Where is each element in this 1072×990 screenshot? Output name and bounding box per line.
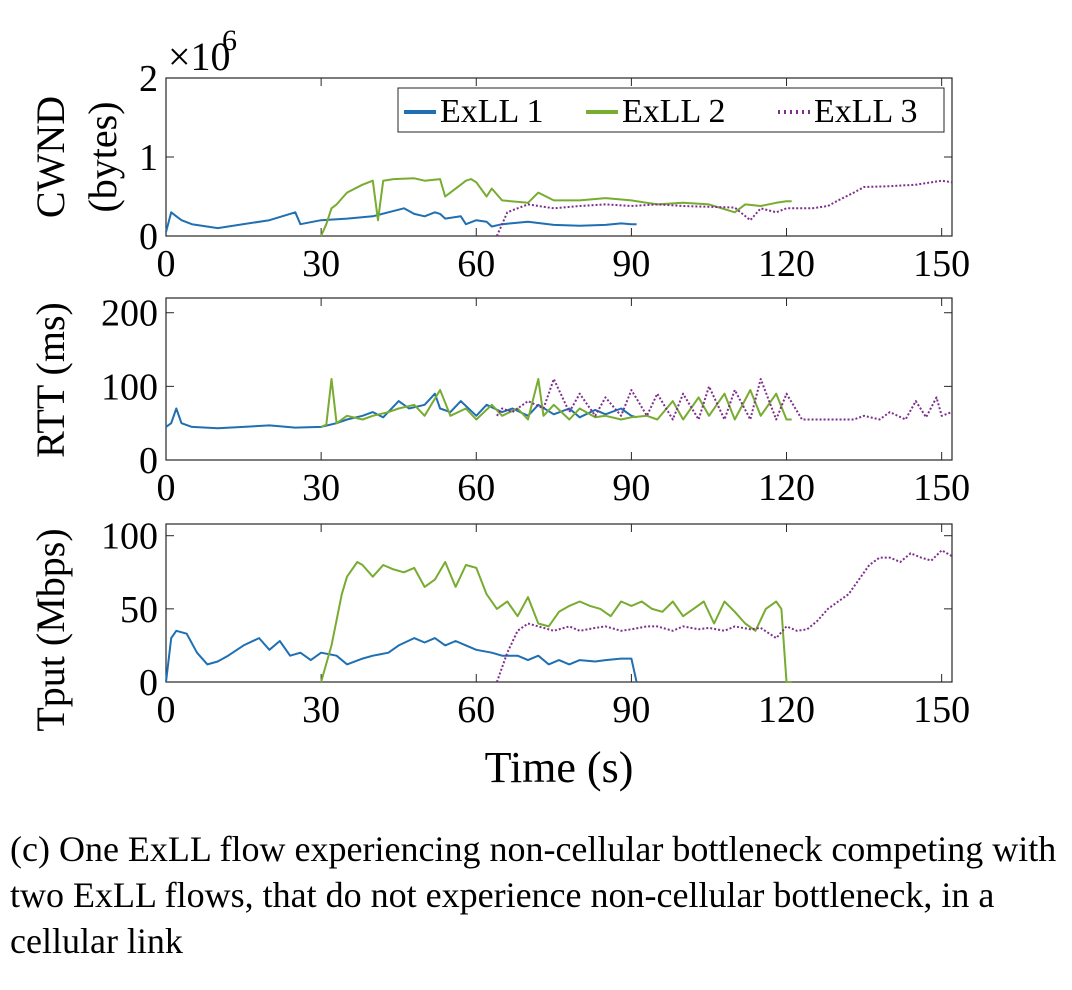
tput-plot-area [165, 523, 953, 683]
cwnd-y-ticks: 0 1 2 [139, 58, 158, 258]
cwnd-ylabel-line2: (bytes) [80, 101, 125, 212]
cwnd-x-ticks: 0 30 60 90 120 150 [157, 243, 971, 285]
tput-y-tick-label: 50 [120, 589, 158, 631]
figure-caption: (c) One ExLL flow experiencing non-cellu… [10, 829, 1057, 961]
tput-x-ticks: 0 30 60 90 120 150 [157, 689, 971, 731]
tput-x-tick-label: 0 [157, 689, 176, 731]
tput-ylabel: Tput (Mbps) [28, 528, 73, 731]
tput-y-ticks: 0 50 100 [101, 516, 158, 704]
tput-x-tick-label: 60 [457, 689, 495, 731]
rtt-y-ticks: 0 100 200 [101, 293, 158, 482]
rtt-x-tick-label: 150 [913, 467, 970, 509]
cwnd-y-tick-label: 2 [139, 58, 158, 100]
rtt-series-exll2 [320, 378, 792, 428]
rtt-series-exll1 [165, 392, 637, 430]
rtt-y-tick-label: 0 [139, 440, 158, 482]
tput-series-exll1 [165, 629, 638, 683]
cwnd-y-tick-label: 1 [139, 137, 158, 179]
tput-x-tick-label: 30 [302, 689, 340, 731]
cwnd-series-exll2 [320, 177, 792, 237]
cwnd-series-exll3 [495, 179, 953, 237]
cwnd-x-tick-label: 30 [302, 243, 340, 285]
tput-y-tick-label: 0 [139, 662, 158, 704]
legend-label-exll3: ExLL 3 [814, 93, 918, 130]
rtt-x-ticks: 0 30 60 90 120 150 [157, 467, 971, 509]
tput-y-tick-label: 100 [101, 516, 158, 558]
rtt-x-tick-label: 90 [612, 467, 650, 509]
cwnd-panel: 0 30 60 90 120 150 0 1 2 ×10 6 CWND (bytes) ExL… [28, 24, 970, 285]
tput-series-exll3 [495, 549, 953, 683]
cwnd-series-exll1 [165, 207, 637, 233]
rtt-y-tick-label: 100 [101, 366, 158, 408]
cwnd-x-tick-label: 120 [758, 243, 815, 285]
rtt-x-tick-label: 120 [758, 467, 815, 509]
x-axis-label: Time (s) [485, 743, 634, 792]
cwnd-series [165, 177, 953, 237]
rtt-x-tick-label: 60 [457, 467, 495, 509]
rtt-plot-area [165, 297, 953, 461]
rtt-x-tick-label: 30 [302, 467, 340, 509]
legend: ExLL 1 ExLL 2 ExLL 3 [397, 87, 945, 133]
legend-label-exll2: ExLL 2 [622, 93, 726, 130]
legend-label-exll1: ExLL 1 [440, 93, 544, 130]
rtt-x-tick-label: 0 [157, 467, 176, 509]
tput-x-tick-label: 150 [913, 689, 970, 731]
cwnd-x-tick-label: 60 [457, 243, 495, 285]
rtt-ylabel: RTT (ms) [28, 302, 73, 458]
rtt-panel: 0 30 60 90 120 150 0 100 200 RTT (ms) [28, 293, 970, 509]
tput-panel: 0 30 60 90 120 150 0 50 100 Tput (Mbps) Time (s… [28, 516, 970, 792]
tput-series-exll2 [320, 561, 792, 683]
tput-x-tick-label: 120 [758, 689, 815, 731]
tput-series [165, 549, 953, 683]
rtt-y-tick-label: 200 [101, 293, 158, 335]
cwnd-x-tick-label: 90 [612, 243, 650, 285]
cwnd-y-tick-label: 0 [139, 216, 158, 258]
rtt-grid-ticks [165, 298, 952, 461]
cwnd-multiplier-exp: 6 [222, 24, 237, 57]
cwnd-x-tick-label: 0 [157, 243, 176, 285]
legend-box [397, 87, 945, 133]
tput-x-tick-label: 90 [612, 689, 650, 731]
cwnd-ylabel-line1: CWND [28, 96, 73, 218]
cwnd-multiplier-base: ×10 [168, 34, 231, 79]
rtt-series [165, 378, 953, 430]
cwnd-x-tick-label: 150 [913, 243, 970, 285]
